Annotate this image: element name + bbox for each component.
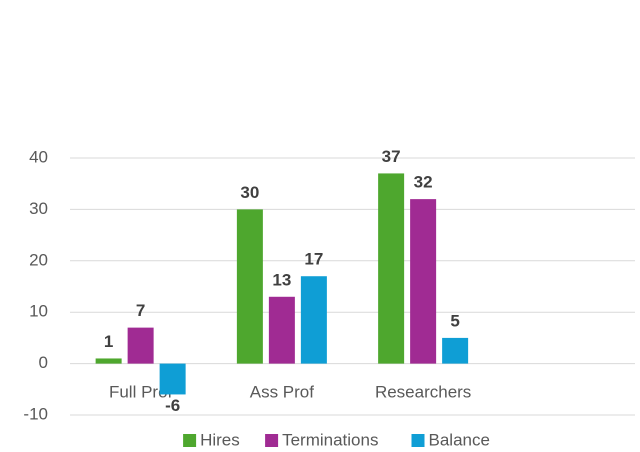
y-tick-label: 20 (29, 250, 48, 269)
data-label: 7 (136, 301, 145, 320)
data-label: 5 (450, 311, 459, 330)
data-label: 30 (240, 183, 259, 202)
legend-label: Hires (200, 430, 240, 449)
data-label: 37 (382, 147, 401, 166)
data-label: 32 (414, 173, 433, 192)
bar (236, 209, 263, 364)
y-tick-label: 10 (29, 302, 48, 321)
y-tick-label: 30 (29, 199, 48, 218)
data-label: 17 (304, 250, 323, 269)
legend-swatch (411, 434, 425, 447)
bar (410, 199, 437, 364)
data-label: 13 (272, 270, 291, 289)
x-tick-label: Full Prof (109, 382, 173, 401)
bar (159, 363, 186, 395)
y-tick-label: 0 (39, 353, 48, 372)
y-tick-label: -10 (23, 404, 48, 423)
legend-swatch (265, 434, 279, 447)
bar (95, 358, 122, 364)
bar (268, 296, 295, 364)
data-label: 1 (104, 332, 113, 351)
legend-swatch (183, 434, 197, 447)
bar (442, 337, 469, 364)
bar (127, 327, 154, 364)
data-label: -6 (165, 396, 180, 415)
legend-label: Balance (429, 430, 490, 449)
x-tick-label: Researchers (375, 382, 471, 401)
y-tick-label: 40 (29, 147, 48, 166)
x-tick-label: Ass Prof (250, 382, 315, 401)
legend-label: Terminations (282, 430, 378, 449)
bar (378, 173, 405, 364)
bar (300, 276, 327, 364)
